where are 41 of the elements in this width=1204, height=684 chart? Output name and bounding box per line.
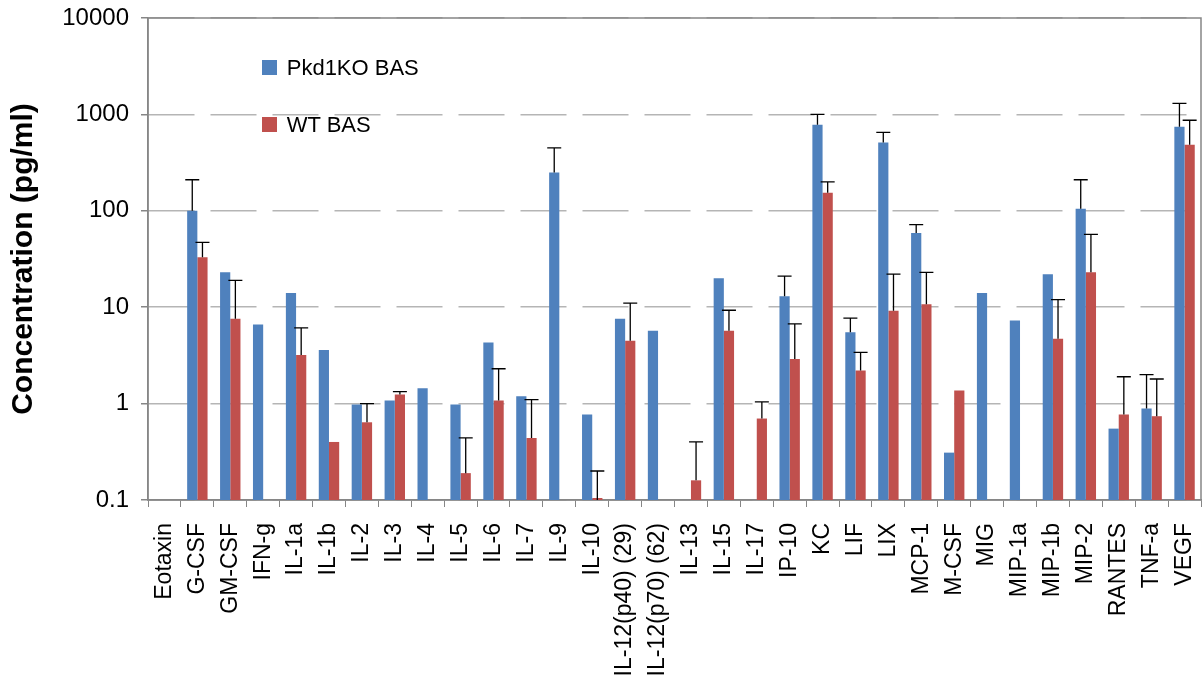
- x-tick-label: M-CSF: [939, 523, 966, 596]
- x-tick-label: MIP-2: [1071, 523, 1098, 585]
- x-tick-label: TNF-a: [1136, 522, 1163, 589]
- y-tick-label: 1000: [75, 99, 129, 127]
- y-tick-label: 0.1: [95, 484, 129, 512]
- x-tick-label: G-CSF: [182, 523, 209, 595]
- x-tick-label: MIP-1a: [1005, 522, 1032, 598]
- x-tick-label: IL-5: [445, 523, 472, 563]
- y-tick-label: 1: [115, 388, 129, 416]
- x-tick-label: VEGF: [1169, 523, 1196, 586]
- x-tick-label: IL-2: [347, 523, 374, 563]
- x-tick-label: RANTES: [1104, 523, 1131, 617]
- x-tick-label: IL-10: [577, 523, 604, 576]
- x-tick-label: IL-9: [544, 523, 571, 563]
- x-tick-label: IL-12(p70) (62): [643, 523, 670, 677]
- x-tick-label: LIF: [840, 523, 867, 557]
- y-tick-label: 10: [102, 291, 129, 319]
- y-tick-label: 100: [88, 195, 129, 223]
- x-tick-label: KC: [807, 523, 834, 555]
- x-tick-label: IL-15: [709, 523, 736, 576]
- x-tick-label: MIG: [972, 523, 999, 567]
- x-tick-label: GM-CSF: [215, 523, 242, 614]
- legend-label: Pkd1KO BAS: [286, 55, 419, 81]
- x-tick-label: IL-12(p40) (29): [610, 523, 637, 677]
- x-tick-label: IL-17: [742, 523, 769, 576]
- x-tick-label: IL-3: [380, 523, 407, 563]
- x-tick-label: IFN-g: [248, 523, 275, 581]
- x-tick-label: Eotaxin: [149, 523, 176, 600]
- x-tick-label: IP-10: [775, 523, 802, 578]
- x-tick-label: IL-13: [676, 523, 703, 576]
- x-tick-label: IL-7: [511, 523, 538, 563]
- y-axis-title: Concentration (pg/ml): [5, 103, 39, 415]
- x-tick-label: IL-1b: [314, 523, 341, 576]
- x-tick-label: IL-6: [478, 523, 505, 563]
- legend-label: WT BAS: [286, 112, 371, 138]
- y-tick-label: 10000: [62, 2, 129, 30]
- x-tick-label: LIX: [873, 523, 900, 558]
- x-tick-label: IL-4: [413, 522, 440, 563]
- x-tick-label: MCP-1: [906, 523, 933, 595]
- x-tick-label: MIP-1b: [1038, 523, 1065, 598]
- x-tick-label: IL-1a: [281, 522, 308, 576]
